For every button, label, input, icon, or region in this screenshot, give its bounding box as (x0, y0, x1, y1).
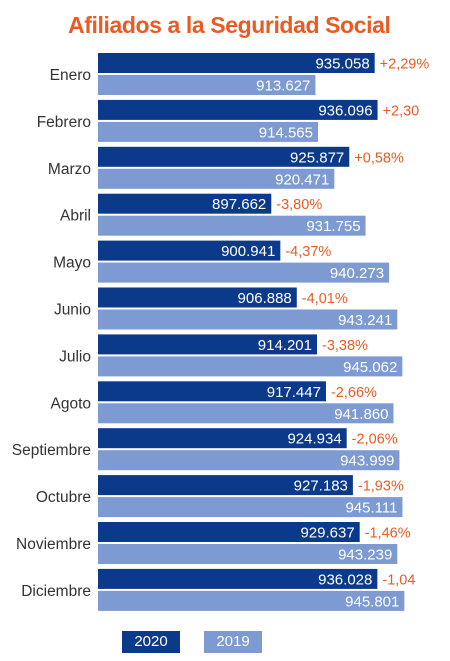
category-label-febrero: Febrero (37, 114, 91, 131)
category-label-enero: Enero (50, 67, 91, 84)
bar-2020-junio (98, 287, 297, 308)
bar-2020-diciembre (98, 568, 378, 589)
bar-2019-febrero (98, 121, 319, 142)
value-label-2020-agoto: 917.447 (267, 384, 321, 401)
category-label-mayo: Mayo (53, 255, 91, 272)
bar-2020-febrero (98, 99, 378, 120)
value-label-2020-septiembre: 924.934 (287, 431, 341, 448)
bar-2020-noviembre (98, 522, 360, 542)
category-label-octubre: Octubre (36, 489, 91, 506)
bar-2020-julio (98, 334, 318, 355)
category-label-julio: Julio (59, 348, 91, 365)
bar-2019-diciembre (98, 590, 405, 611)
value-label-2020-enero: 935.058 (315, 56, 369, 73)
change-label-noviembre: -1,46% (365, 526, 411, 542)
legend: 2020 2019 (0, 631, 450, 653)
value-label-2019-febrero: 914.565 (259, 124, 313, 141)
bar-2019-enero (98, 75, 316, 95)
value-label-2019-marzo: 920.471 (275, 171, 329, 188)
category-label-abril: Abril (60, 208, 91, 225)
legend-item-2019: 2019 (204, 631, 262, 653)
category-label-marzo: Marzo (48, 161, 91, 178)
change-label-septiembre: -2,06% (352, 432, 398, 448)
bar-2019-septiembre (98, 450, 400, 471)
value-label-2019-noviembre: 943.239 (338, 547, 392, 564)
value-label-2020-marzo: 925.877 (290, 149, 344, 166)
value-label-2020-diciembre: 936.028 (318, 571, 372, 588)
value-label-2020-julio: 914.201 (258, 337, 312, 354)
value-label-2020-junio: 906.888 (238, 290, 292, 307)
change-label-mayo: -4,37% (285, 244, 331, 260)
value-label-2020-noviembre: 929.637 (300, 525, 354, 542)
category-label-noviembre: Noviembre (16, 536, 91, 553)
bar-2019-junio (98, 309, 398, 330)
bar-2020-octubre (98, 475, 353, 496)
change-label-diciembre: -1,04 (382, 572, 415, 588)
value-label-2019-octubre: 945.111 (345, 500, 397, 517)
value-label-2019-junio: 943.241 (338, 312, 392, 329)
bar-2020-enero (98, 53, 375, 73)
value-label-2019-abril: 931.755 (306, 218, 360, 235)
change-label-marzo: +0,58% (354, 150, 404, 166)
bar-2019-agoto (98, 403, 394, 424)
bar-2020-mayo (98, 240, 281, 261)
value-label-2020-mayo: 900.941 (221, 243, 275, 260)
legend-item-2020: 2020 (122, 631, 180, 653)
value-label-2019-diciembre: 945.801 (345, 593, 399, 610)
bar-2020-abril (98, 193, 272, 214)
value-label-2019-septiembre: 943.999 (340, 453, 394, 470)
bar-2019-marzo (98, 168, 335, 189)
chart-title: Afiliados a la Seguridad Social (68, 12, 391, 38)
change-label-agoto: -2,66% (331, 385, 377, 401)
change-label-julio: -3,38% (322, 338, 368, 354)
value-label-2020-abril: 897.662 (212, 196, 266, 213)
change-label-enero: +2,29% (380, 57, 430, 73)
bar-2019-mayo (98, 262, 390, 283)
category-label-diciembre: Diciembre (21, 583, 91, 600)
change-label-octubre: -1,93% (358, 479, 404, 495)
bar-2019-julio (98, 356, 403, 377)
value-label-2020-febrero: 936.096 (318, 102, 372, 119)
category-label-agoto: Agoto (50, 395, 91, 412)
bar-2020-marzo (98, 146, 350, 167)
value-label-2019-enero: 913.627 (256, 78, 310, 95)
value-label-2019-julio: 945.062 (343, 359, 397, 376)
value-label-2019-agoto: 941.860 (334, 406, 388, 423)
change-label-febrero: +2,30 (383, 103, 420, 119)
category-label-septiembre: Septiembre (12, 442, 91, 459)
value-label-2019-mayo: 940.273 (330, 265, 384, 282)
change-label-abril: -3,80% (276, 197, 322, 213)
change-label-junio: -4,01% (302, 291, 348, 307)
bar-2020-agoto (98, 381, 326, 402)
category-label-junio: Junio (54, 302, 91, 319)
bar-2019-abril (98, 215, 366, 236)
bar-2020-septiembre (98, 428, 347, 449)
value-label-2020-octubre: 927.183 (294, 478, 348, 495)
bar-2019-octubre (98, 497, 403, 518)
bar-2019-noviembre (98, 544, 398, 564)
